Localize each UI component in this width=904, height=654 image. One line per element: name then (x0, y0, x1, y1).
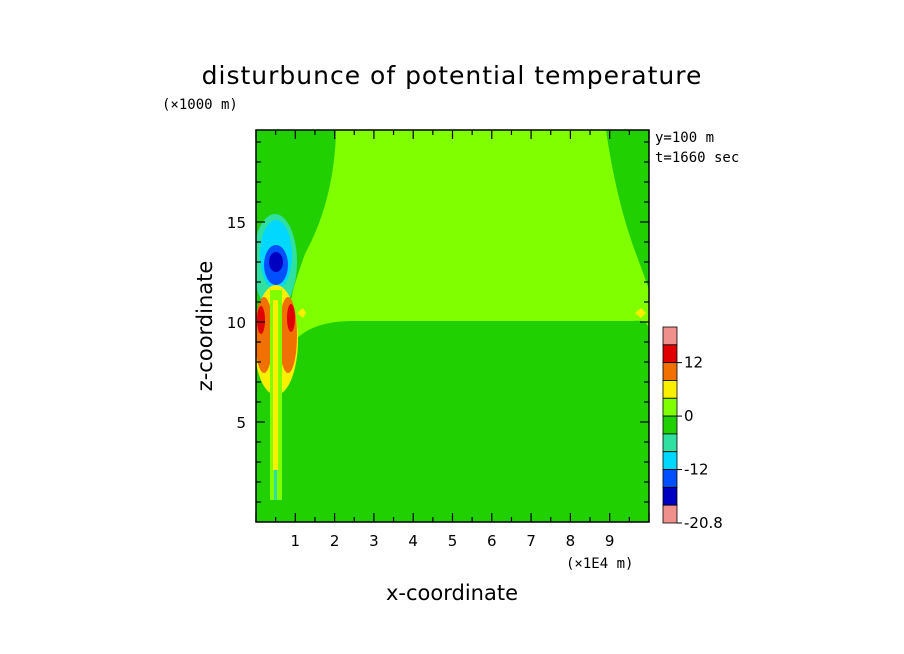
x-tick-label: 8 (566, 532, 576, 550)
colorbar-segment (662, 362, 678, 381)
colorbar-segment (662, 326, 678, 346)
x-axis-ticks (255, 130, 650, 522)
colorbar-tick-label: 12 (684, 354, 703, 372)
colorbar-tick-label: -20.8 (684, 514, 723, 532)
field-upper-region (256, 130, 649, 345)
x-tick-label: 4 (408, 532, 418, 550)
x-tick-label: 5 (448, 532, 458, 550)
colorbar (662, 326, 678, 524)
x-axis-unit: (×1E4 m) (566, 556, 633, 572)
y-axis-tick-labels: 5 10 15 (227, 214, 246, 432)
x-axis-tick-labels: 1 2 3 4 5 6 7 8 9 (291, 532, 615, 550)
colorbar-segment (662, 397, 678, 417)
y-tick-label: 10 (227, 314, 246, 332)
colorbar-segment (662, 415, 678, 435)
colorbar-tick-label: 0 (684, 407, 694, 425)
colorbar-segment (662, 469, 678, 488)
field-right-strip (606, 130, 649, 290)
y-tick-label: 5 (236, 414, 246, 432)
x-tick-label: 3 (369, 532, 379, 550)
colorbar-tick-label: -12 (684, 461, 709, 479)
y-axis-label: z-coordinate (193, 261, 217, 392)
annotation-t: t=1660 sec (655, 150, 739, 166)
y-tick-label: 15 (227, 214, 246, 232)
y-axis-unit: (×1000 m) (162, 97, 238, 113)
colorbar-segment (662, 433, 678, 453)
marker-right (635, 308, 646, 318)
colorbar-segment (662, 486, 678, 506)
chart-title: disturbunce of potential temperature (202, 61, 703, 90)
colorbar-segment (662, 344, 678, 364)
disturbance-column (256, 214, 298, 500)
colorbar-segment (662, 504, 678, 524)
plot-area (255, 129, 650, 523)
colorbar-segment (662, 380, 678, 399)
x-tick-label: 7 (526, 532, 536, 550)
x-axis-label: x-coordinate (386, 581, 518, 605)
x-tick-label: 1 (291, 532, 301, 550)
marker-left (297, 308, 306, 318)
x-tick-label: 9 (605, 532, 615, 550)
x-tick-label: 6 (487, 532, 497, 550)
colorbar-segment (662, 451, 678, 470)
annotation-y: y=100 m (655, 130, 714, 146)
colorbar-labels: 12 0 -12 -20.8 (677, 354, 723, 532)
x-tick-label: 2 (330, 532, 340, 550)
y-axis-ticks (256, 141, 649, 503)
